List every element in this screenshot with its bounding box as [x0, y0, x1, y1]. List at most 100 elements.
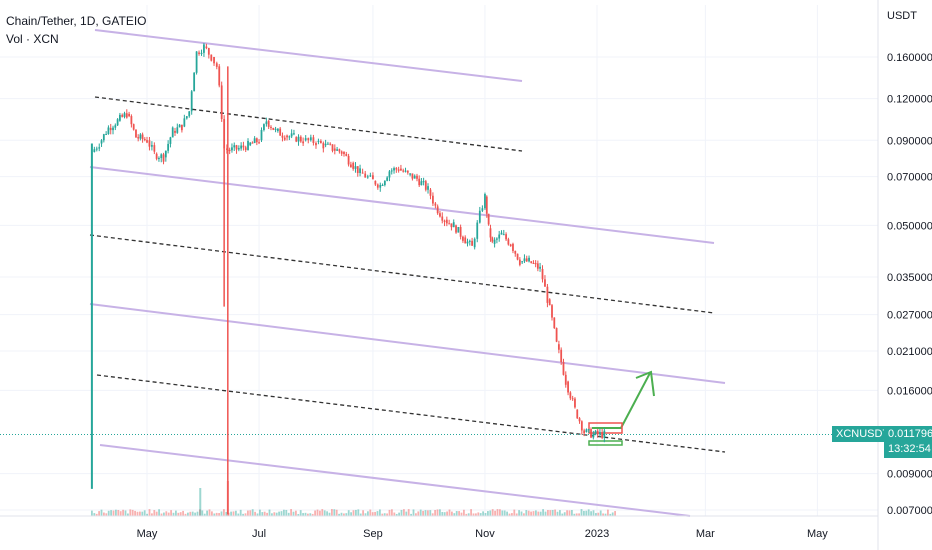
candle-body: [393, 168, 395, 171]
volume-bar: [314, 510, 316, 516]
chart-legend: Chain/Tether, 1D, GATEIO Vol · XCN: [6, 12, 147, 48]
volume-bar: [412, 509, 415, 516]
volume-bar: [162, 512, 165, 516]
volume-bars: [90, 481, 616, 516]
time-tick-label: Nov: [475, 528, 495, 540]
volume-bar: [110, 510, 112, 516]
volume-bar: [95, 513, 98, 516]
candle-body: [148, 140, 151, 147]
candle-body: [557, 344, 560, 350]
candle-body: [409, 173, 412, 175]
volume-bar: [225, 511, 228, 516]
price-axis-unit: USDT: [887, 10, 917, 22]
candle-body: [590, 429, 592, 438]
volume-indicator-label[interactable]: Vol · XCN: [6, 32, 59, 46]
time-tick-label: 2023: [585, 528, 609, 540]
volume-bar: [213, 513, 216, 516]
volume-bar: [390, 509, 393, 516]
symbol-title[interactable]: Chain/Tether, 1D, GATEIO: [6, 14, 147, 28]
volume-bar: [429, 510, 432, 516]
channel-midline[interactable]: [96, 374, 726, 453]
volume-bar: [381, 513, 384, 516]
candle-body: [93, 149, 96, 153]
candle-body: [174, 130, 176, 133]
volume-bar: [455, 511, 458, 516]
candle-body: [258, 142, 260, 144]
support-box[interactable]: [588, 440, 623, 446]
channel-line[interactable]: [89, 166, 715, 244]
candle-body: [571, 398, 574, 400]
volume-bar: [419, 509, 422, 516]
volume-bar: [244, 513, 247, 516]
candle-body: [158, 158, 160, 160]
channel-line[interactable]: [89, 303, 726, 384]
channel-midline[interactable]: [94, 96, 523, 152]
candle-body: [413, 175, 416, 179]
candle-body: [436, 206, 439, 214]
volume-bar: [594, 513, 597, 516]
volume-bar: [335, 509, 338, 516]
drawing-tools[interactable]: [0, 29, 878, 517]
candle-body: [153, 145, 156, 152]
volume-bar: [424, 510, 427, 516]
volume-bar: [345, 513, 348, 516]
volume-bar: [311, 513, 314, 516]
candle-body: [555, 328, 558, 342]
volume-bar: [599, 510, 602, 516]
channel-line[interactable]: [99, 444, 691, 517]
volume-bar: [177, 512, 180, 516]
volume-bar: [107, 510, 110, 516]
price-axis[interactable]: USDT 0.160000 0.120000 0.090000 0.070000 0.05…: [877, 0, 932, 550]
volume-bar: [333, 509, 336, 516]
candle-body: [422, 181, 425, 183]
candle-body: [125, 113, 128, 118]
candle-body: [327, 143, 329, 145]
candle-body: [233, 145, 236, 148]
volume-bar: [93, 513, 96, 516]
volume-bar: [532, 511, 535, 516]
volume-bar: [597, 512, 600, 516]
volume-bar: [556, 511, 559, 516]
volume-bar: [388, 509, 391, 516]
candle-body: [176, 127, 179, 133]
resistance-box[interactable]: [588, 422, 623, 434]
volume-bar: [167, 512, 170, 516]
channel-line[interactable]: [94, 29, 523, 82]
candle-body: [249, 142, 252, 146]
volume-bar: [453, 513, 456, 516]
projection-arrow[interactable]: [592, 372, 651, 429]
volume-bar: [530, 511, 532, 516]
time-axis[interactable]: May Jul Sep Nov 2023 Mar May: [0, 515, 878, 540]
price-tick-label: 0.090000: [887, 135, 932, 147]
candle-body: [349, 164, 352, 168]
projection-arrowhead[interactable]: [635, 370, 655, 397]
candle-body: [290, 133, 293, 137]
volume-bar: [542, 509, 544, 516]
volume-bar: [491, 509, 494, 516]
volume-bar: [105, 513, 108, 516]
candle-body: [429, 189, 432, 196]
volume-bar: [554, 509, 556, 516]
candle-body: [587, 429, 590, 431]
volume-bar: [386, 513, 388, 516]
price-tick-label: 0.070000: [887, 172, 932, 184]
candle-body: [395, 168, 398, 170]
volume-bar: [251, 509, 254, 516]
volume-bar: [102, 512, 105, 516]
candle-body: [468, 240, 471, 242]
candle-body: [286, 135, 288, 138]
candle-body: [343, 152, 345, 155]
candle-body: [523, 258, 526, 262]
volume-bar: [342, 513, 345, 516]
candle-body: [307, 138, 310, 141]
candle-body: [445, 219, 448, 224]
volume-bar: [328, 512, 331, 516]
volume-bar: [484, 512, 487, 516]
candle-body: [564, 374, 567, 385]
volume-bar: [153, 510, 156, 516]
candle-body: [400, 168, 402, 171]
volume-bar: [292, 511, 295, 516]
candle-body: [237, 148, 240, 150]
volume-bar: [304, 512, 307, 516]
